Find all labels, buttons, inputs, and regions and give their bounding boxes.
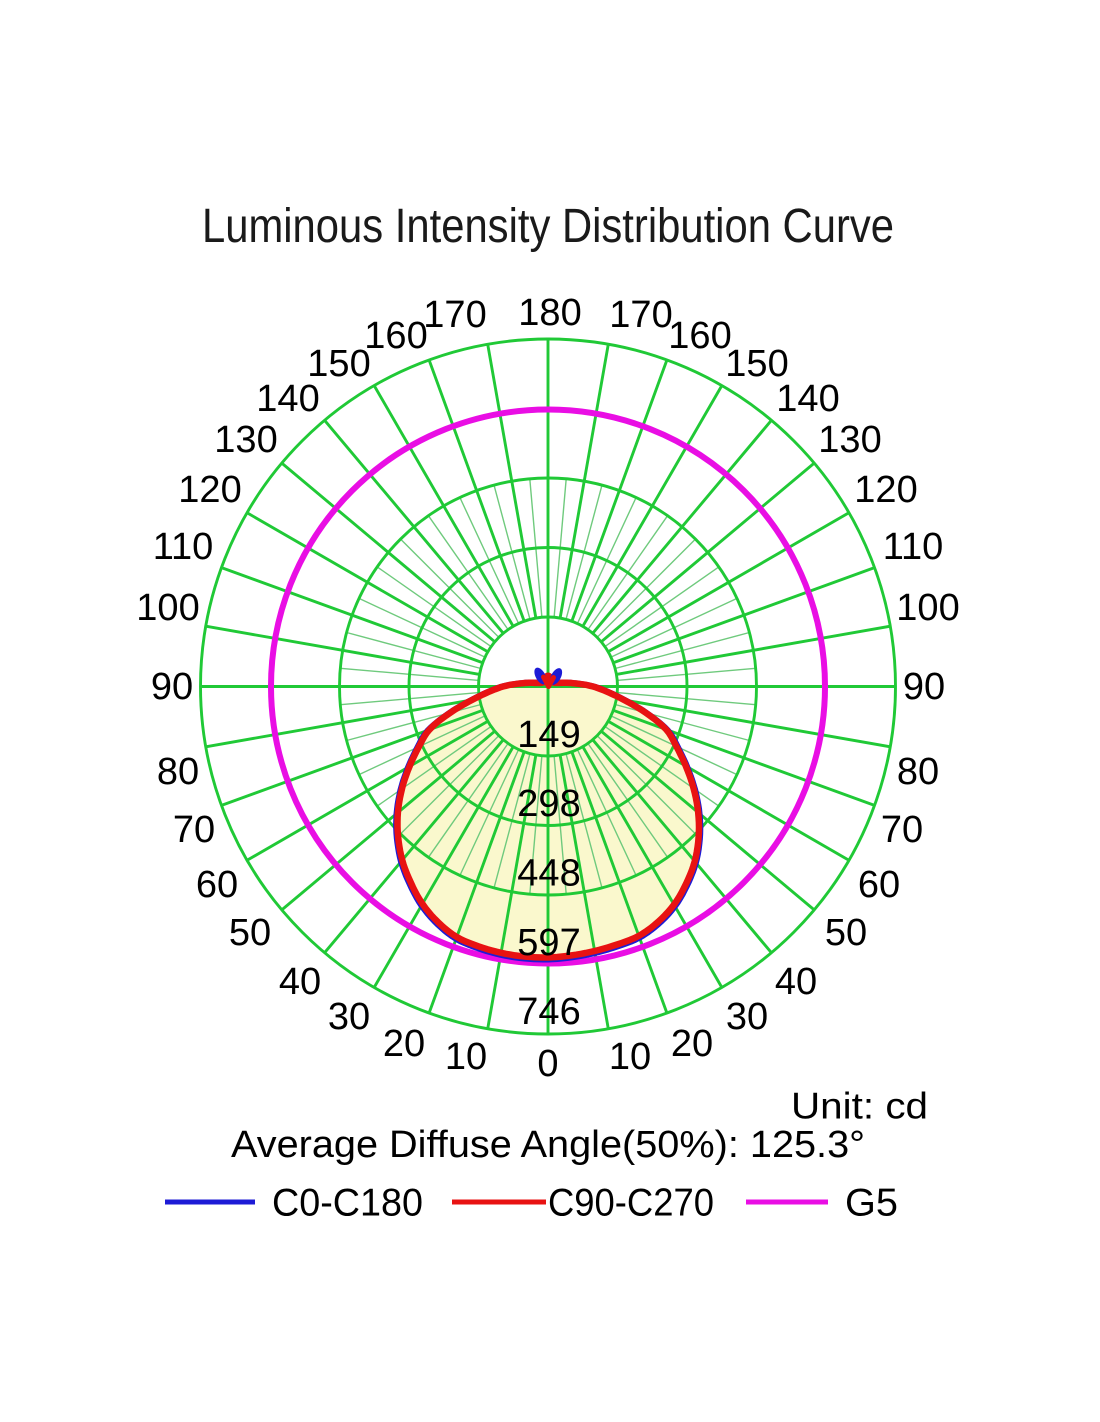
svg-text:110: 110 <box>153 526 214 568</box>
svg-text:0: 0 <box>537 1043 558 1085</box>
svg-text:60: 60 <box>196 864 238 906</box>
svg-text:50: 50 <box>825 912 867 954</box>
svg-text:60: 60 <box>858 864 900 906</box>
svg-text:40: 40 <box>775 961 817 1003</box>
svg-text:110: 110 <box>883 526 944 568</box>
svg-text:80: 80 <box>897 751 939 793</box>
svg-text:100: 100 <box>136 587 199 629</box>
svg-text:30: 30 <box>328 996 370 1038</box>
svg-text:150: 150 <box>307 343 370 385</box>
svg-text:C90-C270: C90-C270 <box>548 1182 714 1225</box>
svg-text:70: 70 <box>173 809 215 851</box>
svg-text:Unit: cd: Unit: cd <box>791 1086 928 1127</box>
svg-text:C0-C180: C0-C180 <box>272 1182 423 1225</box>
svg-text:10: 10 <box>445 1036 487 1078</box>
svg-text:100: 100 <box>896 587 959 629</box>
svg-text:140: 140 <box>776 378 839 420</box>
svg-text:80: 80 <box>157 751 199 793</box>
svg-text:90: 90 <box>903 666 945 708</box>
svg-text:70: 70 <box>881 809 923 851</box>
svg-text:150: 150 <box>725 343 788 385</box>
svg-text:90: 90 <box>151 666 193 708</box>
svg-text:40: 40 <box>279 961 321 1003</box>
svg-text:130: 130 <box>214 419 277 461</box>
svg-text:746: 746 <box>517 991 580 1033</box>
svg-text:G5: G5 <box>845 1182 898 1225</box>
svg-text:160: 160 <box>668 315 731 357</box>
svg-text:597: 597 <box>517 922 580 964</box>
svg-text:170: 170 <box>423 294 486 336</box>
svg-text:50: 50 <box>229 912 271 954</box>
svg-text:120: 120 <box>178 469 241 511</box>
svg-text:Luminous Intensity Distributio: Luminous Intensity Distribution Curve <box>202 200 894 253</box>
svg-text:20: 20 <box>383 1023 425 1065</box>
svg-text:180: 180 <box>518 292 581 334</box>
svg-text:140: 140 <box>256 378 319 420</box>
svg-text:170: 170 <box>609 294 672 336</box>
svg-text:298: 298 <box>517 783 580 825</box>
svg-text:30: 30 <box>726 996 768 1038</box>
svg-text:149: 149 <box>517 714 580 756</box>
svg-text:10: 10 <box>609 1036 651 1078</box>
svg-text:Average Diffuse Angle(50%): 12: Average Diffuse Angle(50%): 125.3° <box>231 1124 865 1166</box>
svg-text:130: 130 <box>818 419 881 461</box>
svg-text:448: 448 <box>517 853 580 895</box>
svg-text:20: 20 <box>671 1023 713 1065</box>
svg-text:160: 160 <box>364 315 427 357</box>
svg-text:120: 120 <box>854 469 917 511</box>
